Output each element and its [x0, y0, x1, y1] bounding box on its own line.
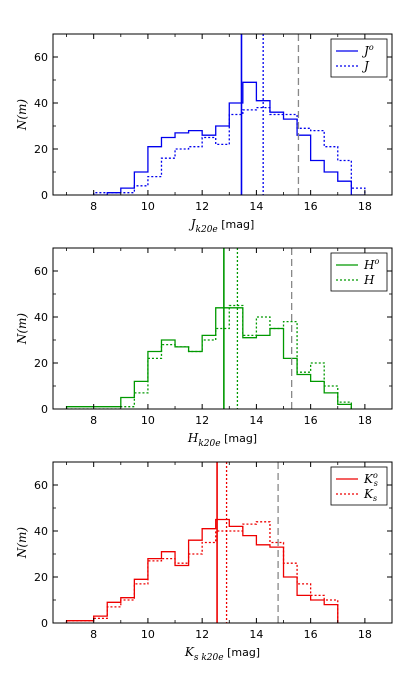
y-tick-label: 20	[34, 357, 48, 370]
histogram-series-observed	[65, 518, 339, 623]
y-tick-label: 60	[34, 51, 48, 64]
x-tick-label: 18	[358, 628, 372, 641]
plot-area	[93, 34, 366, 195]
plot-area	[65, 462, 339, 623]
histogram-series-model	[93, 106, 366, 195]
x-tick-label: 12	[195, 200, 209, 213]
legend-box	[330, 252, 388, 292]
histogram-series-observed	[65, 307, 352, 409]
x-tick-label: 10	[141, 414, 155, 427]
legend-label: Ko s	[363, 471, 378, 488]
histogram-panel-3: 8 10 12 14 16 18 0 20 40 60 N(m) Ks k20e [mag] Ko sKs	[15, 461, 393, 663]
x-tick-label: 12	[195, 414, 209, 427]
x-tick-label: 16	[304, 628, 318, 641]
x-axis-label: Jk20e [mag]	[188, 217, 255, 235]
x-tick-label: 10	[141, 200, 155, 213]
histogram-series-model	[65, 521, 339, 623]
y-tick-label: 0	[41, 189, 48, 202]
x-tick-label: 14	[249, 414, 263, 427]
x-tick-label: 8	[90, 414, 97, 427]
legend-box	[330, 466, 388, 506]
legend-label: Jo	[361, 43, 374, 58]
x-tick-label: 16	[304, 200, 318, 213]
axes-frame	[52, 247, 393, 410]
x-tick-label: 8	[90, 628, 97, 641]
y-tick-label: 20	[34, 143, 48, 156]
legend-label: J	[361, 59, 370, 73]
legend-label: Ks	[363, 487, 377, 503]
legend: HoH	[330, 252, 388, 292]
legend: Ko sKs	[330, 466, 388, 506]
y-tick-label: 40	[34, 525, 48, 538]
x-tick-label: 14	[249, 628, 263, 641]
legend-label: Ho	[363, 257, 379, 272]
axes-frame	[52, 33, 393, 196]
x-tick-label: 10	[141, 628, 155, 641]
legend-box	[330, 38, 388, 78]
y-tick-label: 0	[41, 617, 48, 630]
y-axis-label: N(m)	[15, 99, 29, 132]
y-tick-label: 60	[34, 479, 48, 492]
plot-area	[65, 248, 352, 409]
histogram-panel-1: 8 10 12 14 16 18 0 20 40 60 N(m) Jk20e [mag] JoJ	[15, 33, 393, 235]
legend: JoJ	[330, 38, 388, 78]
x-tick-label: 16	[304, 414, 318, 427]
y-tick-label: 40	[34, 311, 48, 324]
axes-frame	[52, 461, 393, 624]
y-tick-label: 40	[34, 97, 48, 110]
x-tick-label: 14	[249, 200, 263, 213]
y-tick-label: 0	[41, 403, 48, 416]
x-axis-label: Hk20e [mag]	[187, 431, 257, 449]
y-axis-label: N(m)	[15, 313, 29, 346]
histogram-panel-2: 8 10 12 14 16 18 0 20 40 60 N(m) Hk20e [mag] HoH	[15, 247, 393, 449]
x-tick-label: 18	[358, 200, 372, 213]
histogram-series-model	[66, 304, 352, 409]
y-tick-label: 60	[34, 265, 48, 278]
x-tick-label: 8	[90, 200, 97, 213]
y-tick-label: 20	[34, 571, 48, 584]
x-axis-label: Ks k20e [mag]	[184, 645, 260, 663]
legend-label: H	[363, 273, 375, 287]
y-axis-label: N(m)	[15, 527, 29, 560]
x-tick-label: 18	[358, 414, 372, 427]
x-tick-label: 12	[195, 628, 209, 641]
